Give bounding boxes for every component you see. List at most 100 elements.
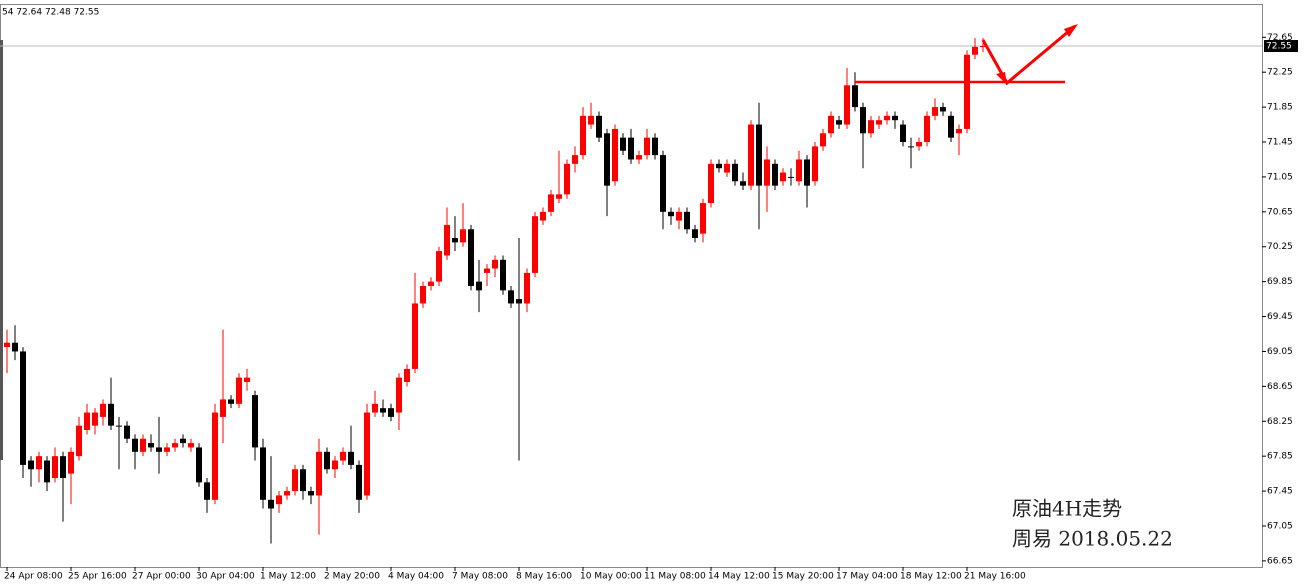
candle-body: [964, 54, 970, 129]
arrow-head: [996, 72, 1007, 85]
candle-body: [116, 425, 122, 427]
candle-body: [852, 85, 858, 108]
candle-body: [972, 46, 978, 55]
candle-body: [436, 251, 442, 282]
x-tick-label: 25 Apr 16:00: [68, 572, 127, 582]
y-tick-label: 72.65: [1267, 33, 1293, 43]
candle-body: [548, 194, 554, 212]
candle-body: [724, 163, 730, 173]
x-tick-label: 30 Apr 04:00: [196, 572, 255, 582]
candle-body: [764, 159, 770, 186]
candle-body: [236, 377, 242, 404]
candle-body: [268, 499, 274, 509]
candle-body: [12, 342, 18, 352]
candle-body: [572, 155, 578, 164]
candle-body: [660, 155, 666, 212]
x-tick-label: 27 Apr 00:00: [132, 572, 191, 582]
y-tick-label: 71.85: [1267, 103, 1293, 113]
candle-body: [804, 159, 810, 186]
candle-body: [172, 443, 178, 448]
candle-body: [156, 447, 162, 452]
candle-body: [684, 211, 690, 230]
candle-body: [444, 224, 450, 256]
candle-body: [324, 451, 330, 470]
candle-body: [180, 438, 186, 444]
candle-body: [780, 172, 786, 182]
candle-body: [52, 456, 58, 478]
candle-body: [372, 403, 378, 413]
x-tick-label: 21 May 16:00: [964, 572, 1026, 582]
candle-body: [540, 211, 546, 221]
candle-body: [836, 120, 842, 125]
y-tick-label: 68.25: [1267, 417, 1293, 427]
candle-body: [388, 408, 394, 417]
y-tick-label: 70.25: [1267, 242, 1293, 252]
candle-body: [668, 211, 674, 217]
current-price-label: 72.55: [1266, 42, 1292, 52]
candle-body: [748, 124, 754, 186]
candle-body: [772, 163, 778, 186]
candle-body: [636, 155, 642, 160]
y-tick-label: 66.65: [1267, 556, 1293, 566]
candle-body: [900, 124, 906, 143]
trend-arrow: [981, 24, 1076, 86]
candle-body: [700, 203, 706, 234]
annotation: 周易 2018.05.22: [1012, 527, 1173, 551]
candle-body: [20, 351, 26, 465]
x-tick-label: 24 Apr 08:00: [4, 572, 63, 582]
candle-body: [652, 137, 658, 156]
candle-body: [300, 469, 306, 492]
x-tick-label: 18 May 12:00: [900, 572, 962, 582]
y-tick-label: 68.65: [1267, 382, 1293, 392]
candle-body: [308, 491, 314, 496]
candle-body: [164, 447, 170, 452]
candle-body: [492, 259, 498, 269]
candle-body: [908, 146, 914, 148]
x-tick-label: 17 May 04:00: [836, 572, 898, 582]
candle-body: [452, 238, 458, 243]
candle-body: [596, 115, 602, 138]
candle-body: [220, 399, 226, 417]
candle-body: [348, 451, 354, 465]
candle-body: [644, 137, 650, 156]
candle-body: [940, 107, 946, 112]
candle-body: [68, 451, 74, 474]
current-price-box: [1264, 40, 1298, 53]
candle-body: [100, 403, 106, 417]
candle-body: [756, 124, 762, 186]
y-tick-label: 72.25: [1267, 68, 1293, 78]
candle-body: [556, 194, 562, 199]
candle-body: [212, 412, 218, 500]
candle-body: [820, 133, 826, 147]
candle-body: [476, 281, 482, 291]
candle-body: [44, 460, 50, 483]
candle-body: [36, 456, 42, 470]
candle-body: [292, 469, 298, 492]
x-tick-label: 11 May 08:00: [644, 572, 706, 582]
arrow-head: [1064, 24, 1078, 37]
candle-body: [196, 447, 202, 483]
candle-body: [508, 290, 514, 304]
candle-body: [916, 142, 922, 147]
candle-body: [412, 303, 418, 369]
x-tick-label: 2 May 20:00: [324, 572, 380, 582]
candle-body: [620, 137, 626, 151]
candle-body: [204, 482, 210, 500]
candle-body: [612, 128, 618, 182]
y-tick-label: 70.65: [1267, 207, 1293, 217]
candle-body: [524, 272, 530, 304]
ohlc-label: 54 72.64 72.48 72.55: [2, 8, 99, 18]
candle-body: [420, 286, 426, 304]
candle-body: [828, 115, 834, 134]
candle-body: [692, 229, 698, 239]
candle-body: [676, 211, 682, 221]
y-tick-label: 67.05: [1267, 521, 1293, 531]
left-edge: [0, 40, 3, 460]
candle-body: [356, 464, 362, 500]
candle-body: [860, 107, 866, 134]
candle-body: [460, 229, 466, 243]
candle-body: [284, 491, 290, 496]
candle-body: [844, 85, 850, 125]
candle-body: [428, 281, 434, 286]
y-tick-label: 67.45: [1267, 487, 1293, 497]
